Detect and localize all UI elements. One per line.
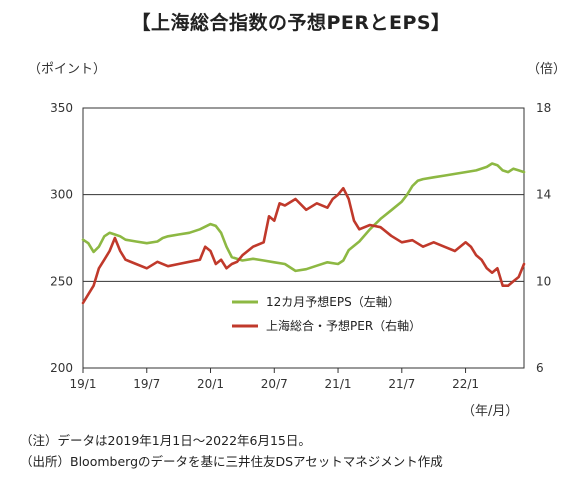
- x-axis-unit: （年/月）: [462, 404, 519, 419]
- x-axis-tick-label: 20/7: [261, 377, 288, 391]
- plot-frame: [82, 107, 525, 369]
- right-axis-tick-label: 6: [536, 361, 544, 375]
- left-axis-tick-label: 250: [50, 274, 73, 288]
- x-axis-tick-label: 21/7: [388, 377, 415, 391]
- x-axis-tick-label: 19/1: [70, 377, 97, 391]
- left-axis-ticks: 200 250 300 350: [50, 101, 73, 375]
- x-axis-tick-label: 22/1: [452, 377, 479, 391]
- left-axis-unit: （ポイント）: [28, 62, 107, 77]
- legend-per-label: 上海総合・予想PER（右軸）: [266, 318, 421, 333]
- source-note: （出所）Bloombergのデータを基に三井住友DSアセットマネジメント作成: [20, 454, 443, 469]
- left-axis-tick-label: 350: [50, 101, 73, 115]
- x-axis-ticks: 19/1 19/7 20/1 20/7 21/1 21/7 22/1: [70, 368, 479, 391]
- right-axis-unit: （倍）: [527, 62, 567, 77]
- x-axis-tick-label: 19/7: [133, 377, 160, 391]
- legend: 12カ月予想EPS（左軸） 上海総合・予想PER（右軸）: [232, 294, 421, 333]
- per-series-line: [81, 186, 526, 305]
- legend-eps-label: 12カ月予想EPS（左軸）: [266, 294, 400, 309]
- chart-title: 【上海総合指数の予想PERとEPS】: [131, 12, 451, 34]
- x-axis-tick-label: 21/1: [325, 377, 352, 391]
- eps-series-line: [81, 162, 526, 273]
- series-layer: [81, 162, 526, 305]
- data-note: （注）データは2019年1月1日～2022年6月15日。: [20, 433, 311, 448]
- gridlines: [83, 194, 524, 282]
- right-axis-tick-label: 14: [536, 188, 551, 202]
- right-axis-tick-label: 18: [536, 101, 551, 115]
- right-axis-ticks: 6 10 14 18: [536, 101, 551, 375]
- right-axis-tick-label: 10: [536, 274, 551, 288]
- left-axis-tick-label: 200: [50, 361, 73, 375]
- left-axis-tick-label: 300: [50, 188, 73, 202]
- x-axis-tick-label: 20/1: [197, 377, 224, 391]
